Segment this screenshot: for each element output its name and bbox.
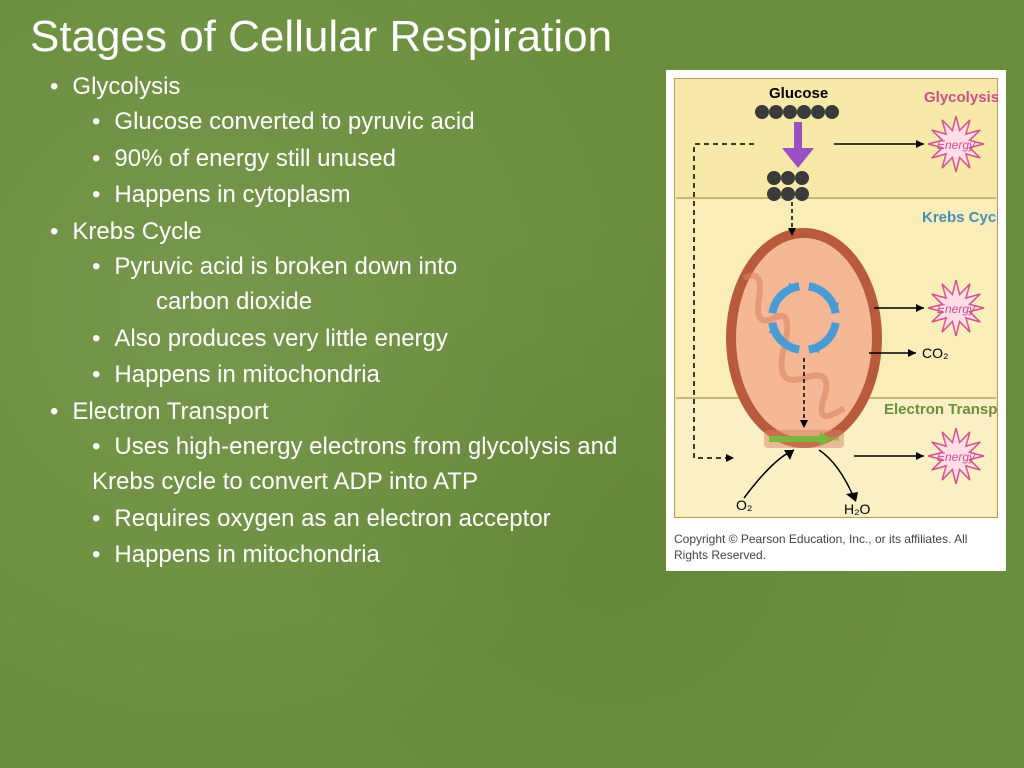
list-item: Uses high-energy electrons from glycolys… [92, 430, 666, 500]
svg-text:Electron Transport: Electron Transport [884, 401, 998, 418]
list-item: Happens in mitochondria [92, 358, 666, 393]
list-item: Requires oxygen as an electron acceptor [92, 502, 666, 537]
svg-text:H₂O: H₂O [844, 501, 871, 517]
svg-text:Glucose: Glucose [769, 85, 828, 102]
stage-glycolysis: Glycolysis Glucose converted to pyruvic … [50, 70, 666, 213]
svg-text:CO₂: CO₂ [922, 345, 948, 361]
svg-text:Krebs Cycle: Krebs Cycle [922, 209, 998, 226]
list-item-cont: carbon dioxide [92, 285, 666, 320]
respiration-diagram: Glycolysis Krebs Cycle Electron Transport G… [666, 70, 1006, 526]
list-item: Pyruvic acid is broken down into carbon … [92, 250, 666, 320]
svg-text:Energy: Energy [937, 302, 976, 316]
copyright-text: Copyright © Pearson Education, Inc., or … [666, 526, 1006, 571]
bullet-list: Glycolysis Glucose converted to pyruvic … [50, 70, 666, 575]
content-row: Glycolysis Glucose converted to pyruvic … [0, 70, 1024, 575]
svg-text:Energy: Energy [937, 450, 976, 464]
list-item: Glucose converted to pyruvic acid [92, 105, 666, 140]
stage-krebs: Krebs Cycle Pyruvic acid is broken down … [50, 215, 666, 393]
list-item: Happens in mitochondria [92, 538, 666, 573]
list-item: Also produces very little energy [92, 322, 666, 357]
stage-etc: Electron Transport Uses high-energy elec… [50, 395, 666, 573]
page-title: Stages of Cellular Respiration [0, 0, 1024, 70]
list-item: 90% of energy still unused [92, 142, 666, 177]
svg-text:Energy: Energy [937, 138, 976, 152]
svg-text:Glycolysis: Glycolysis [924, 89, 998, 106]
svg-text:O₂: O₂ [736, 497, 752, 513]
diagram-container: Glycolysis Krebs Cycle Electron Transport G… [666, 70, 1006, 575]
list-item: Happens in cytoplasm [92, 178, 666, 213]
